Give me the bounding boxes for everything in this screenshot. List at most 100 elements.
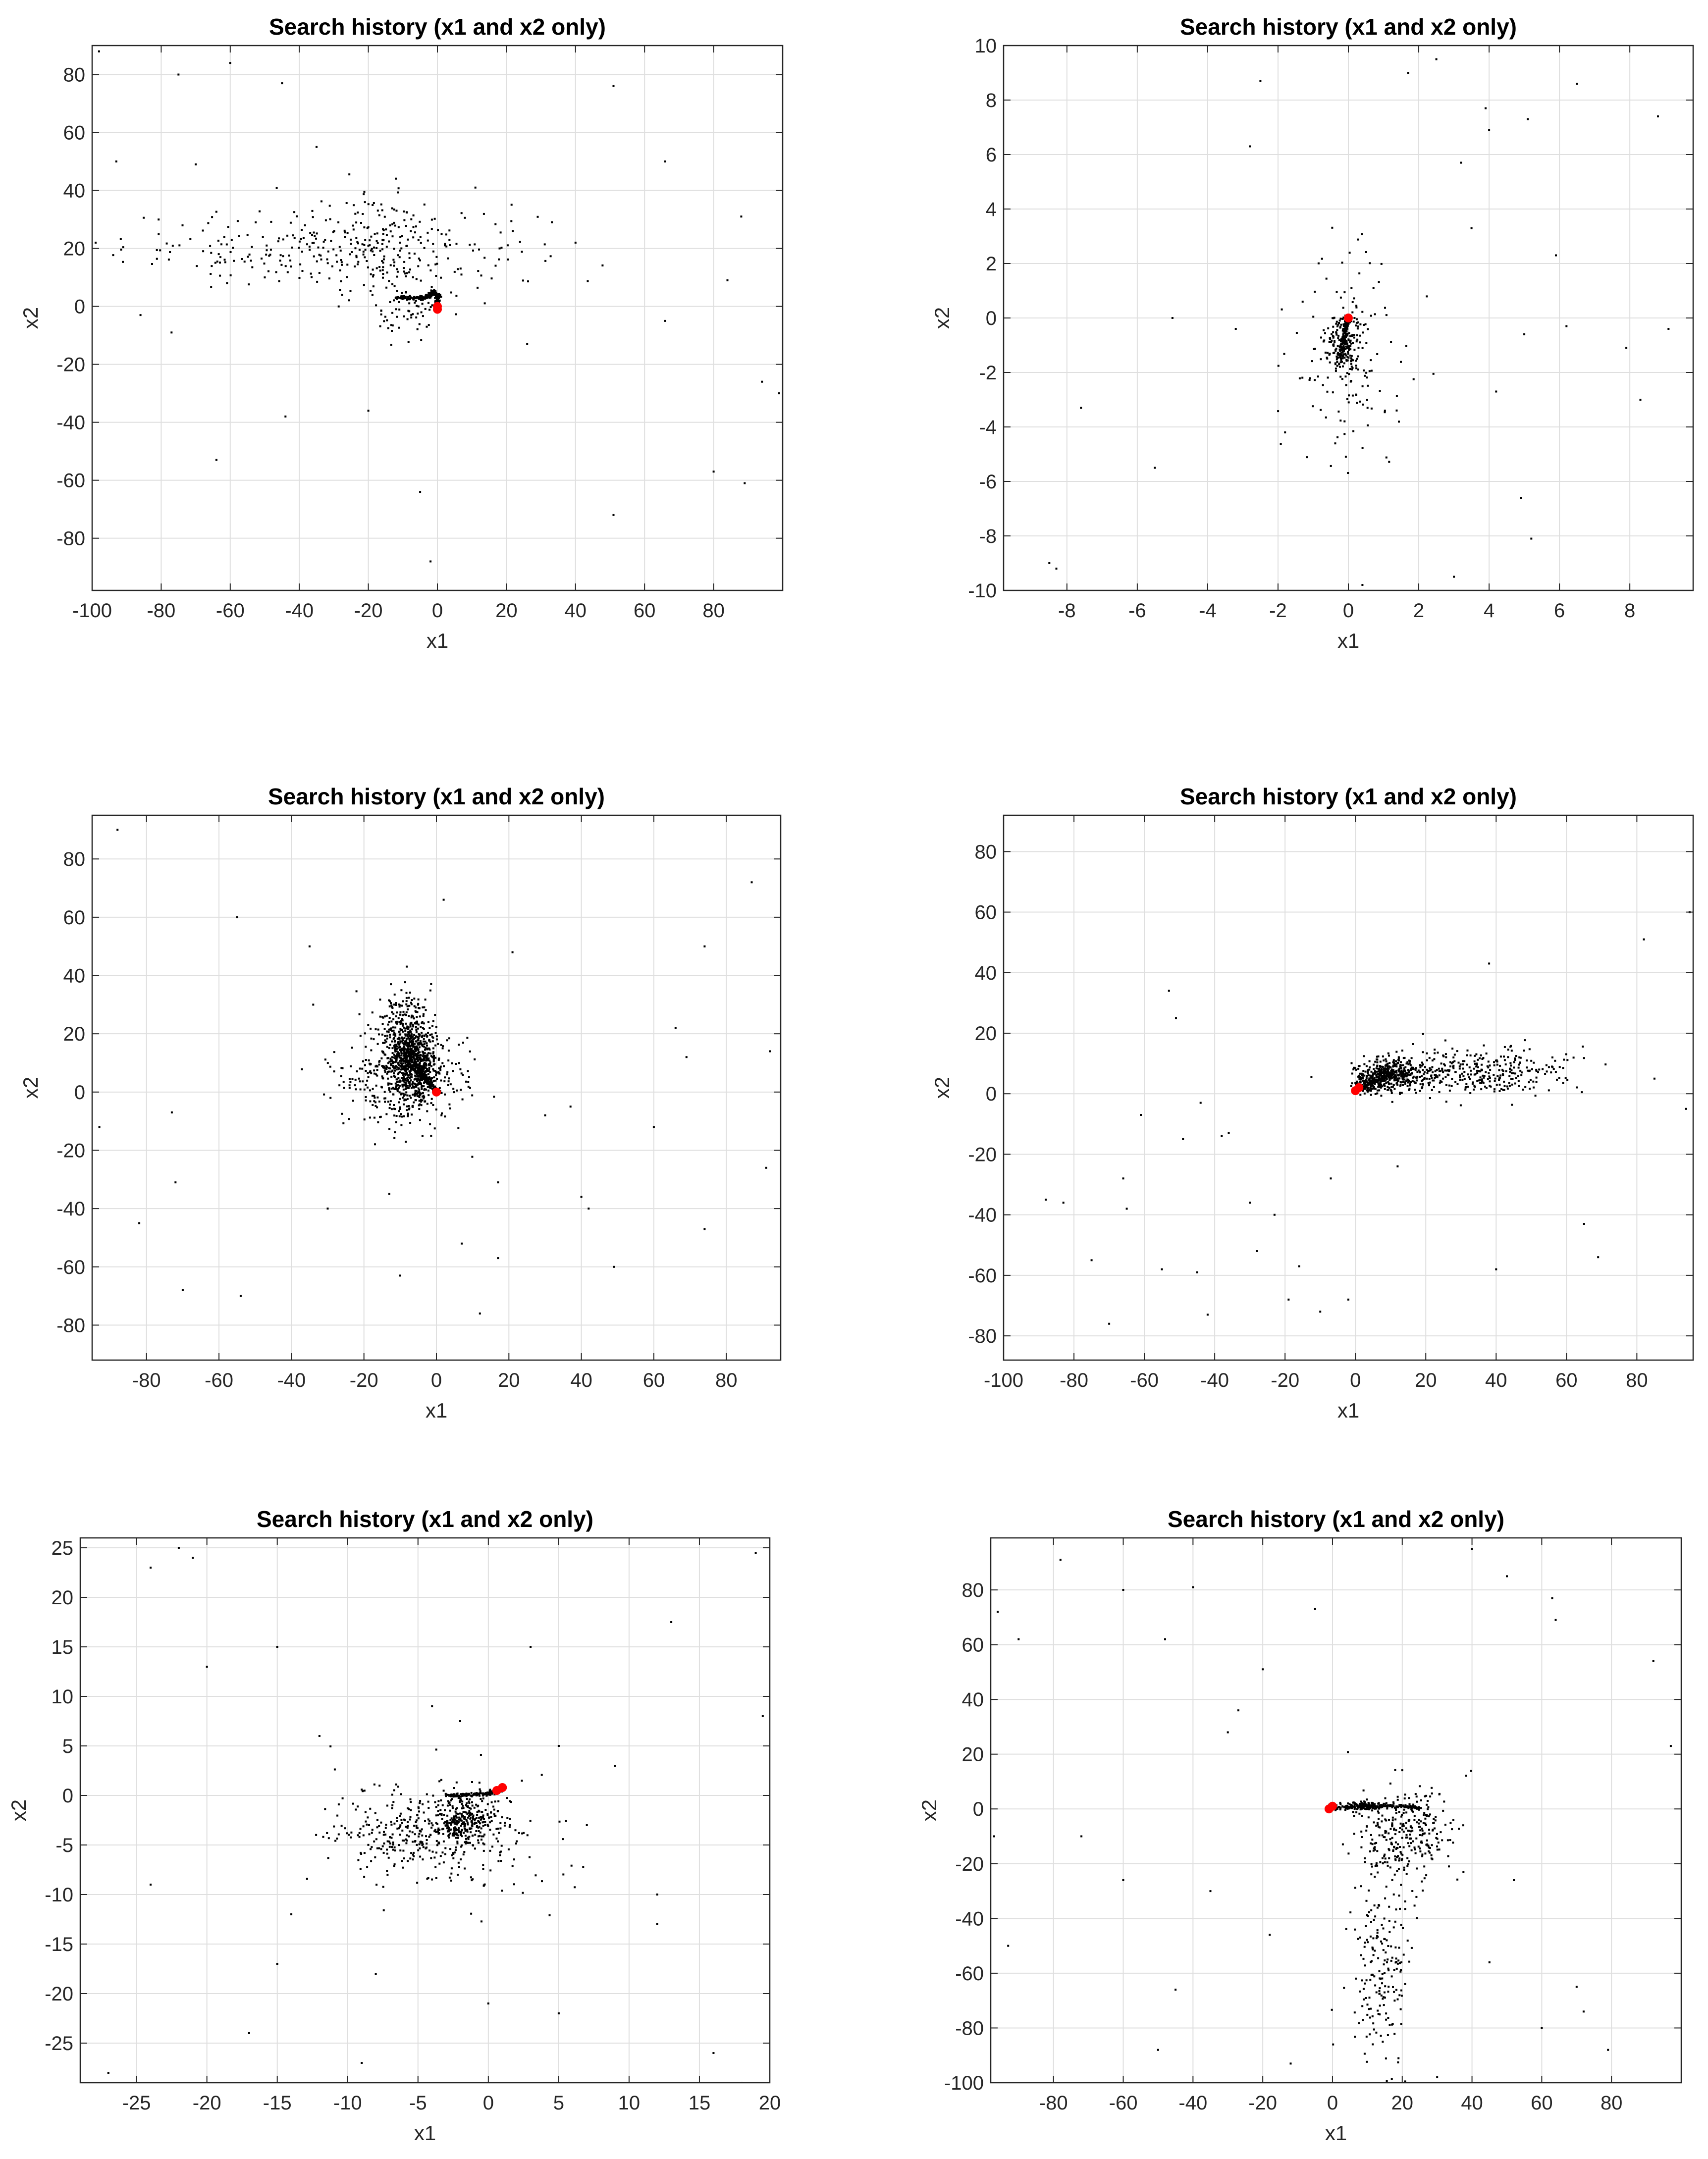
search-point <box>286 271 289 273</box>
search-point <box>219 256 221 259</box>
search-point <box>418 1833 421 1835</box>
search-point <box>430 1827 433 1829</box>
search-point <box>1377 1079 1380 1082</box>
search-point <box>1419 1083 1422 1086</box>
search-point <box>1350 1085 1352 1087</box>
search-point <box>685 1056 688 1058</box>
search-point <box>1380 1083 1382 1086</box>
search-point <box>407 1825 409 1827</box>
x-tick-label: -6 <box>1128 600 1146 622</box>
search-point <box>1390 1092 1393 1094</box>
search-point <box>421 1135 424 1137</box>
search-point <box>437 229 439 231</box>
search-point <box>1657 115 1659 117</box>
search-point <box>1370 407 1373 410</box>
search-point <box>1346 343 1348 345</box>
search-point <box>419 1040 422 1043</box>
search-point <box>415 1053 417 1055</box>
search-point <box>406 1098 409 1100</box>
search-point <box>383 1842 385 1844</box>
search-point <box>1433 1079 1435 1082</box>
search-point <box>1352 320 1355 323</box>
search-point <box>374 233 376 235</box>
search-point <box>1537 1071 1539 1073</box>
search-point <box>1381 1069 1383 1071</box>
search-point <box>1398 421 1400 423</box>
search-point <box>434 290 437 292</box>
search-point <box>391 1011 393 1013</box>
x-tick-label: 4 <box>1484 600 1494 622</box>
search-point <box>416 1054 418 1057</box>
search-point <box>439 294 441 296</box>
y-tick-label: 80 <box>63 64 86 86</box>
search-point <box>1416 1075 1419 1078</box>
search-point <box>1463 1078 1466 1080</box>
search-point <box>422 315 424 317</box>
search-point <box>1452 1061 1454 1063</box>
search-point <box>481 1815 484 1818</box>
search-point <box>1399 1065 1401 1068</box>
search-point <box>1392 1059 1395 1061</box>
search-point <box>409 1041 411 1043</box>
search-point <box>489 1821 491 1824</box>
search-point <box>332 231 334 233</box>
search-point <box>435 1822 437 1824</box>
search-point <box>402 1039 404 1042</box>
search-point <box>417 1072 420 1074</box>
search-point <box>1334 341 1336 344</box>
search-point <box>451 1834 454 1837</box>
search-point <box>390 1064 392 1066</box>
search-point <box>497 1800 500 1802</box>
search-point <box>469 1798 471 1800</box>
search-point <box>454 1826 457 1829</box>
search-point <box>1444 1064 1446 1067</box>
search-point <box>1390 1077 1393 1079</box>
search-point <box>1334 442 1336 445</box>
search-point <box>414 1833 416 1836</box>
search-point <box>1583 1223 1585 1225</box>
search-point <box>449 1794 451 1796</box>
search-point <box>409 1025 412 1028</box>
search-point <box>1368 1081 1371 1083</box>
search-point <box>420 339 423 341</box>
search-point <box>1312 405 1314 408</box>
search-point <box>362 1834 365 1837</box>
search-point <box>1357 355 1359 358</box>
search-point <box>399 1046 401 1048</box>
search-point <box>405 1141 407 1143</box>
search-point <box>1335 331 1337 333</box>
search-point <box>1359 400 1361 403</box>
search-point <box>343 229 346 232</box>
search-point <box>425 1033 427 1036</box>
search-point <box>462 1792 464 1795</box>
search-point <box>428 1836 430 1838</box>
search-point <box>454 1818 457 1821</box>
search-point <box>1446 1073 1449 1076</box>
search-point <box>448 1822 450 1824</box>
search-point <box>1572 1056 1575 1059</box>
search-point <box>1400 1852 1402 1855</box>
search-point <box>1503 1046 1506 1048</box>
x-tick-label: -60 <box>205 1369 233 1391</box>
search-point <box>1342 365 1344 368</box>
search-point <box>440 1079 442 1082</box>
search-point <box>1344 335 1347 338</box>
search-point <box>394 1088 396 1090</box>
search-point <box>1390 341 1392 343</box>
search-point <box>390 1070 392 1073</box>
search-point <box>195 163 197 165</box>
search-point <box>415 225 417 228</box>
search-point <box>1562 1067 1564 1069</box>
search-point <box>1423 1071 1426 1073</box>
search-point <box>1341 262 1343 264</box>
search-point <box>1324 351 1327 354</box>
search-point <box>412 226 415 228</box>
search-point <box>328 277 330 280</box>
search-point <box>1483 1044 1485 1047</box>
search-point <box>425 1054 427 1057</box>
search-point <box>343 1087 345 1089</box>
search-point <box>318 1735 320 1737</box>
search-point <box>394 1026 397 1029</box>
search-point <box>363 284 365 286</box>
search-point <box>386 1057 389 1059</box>
